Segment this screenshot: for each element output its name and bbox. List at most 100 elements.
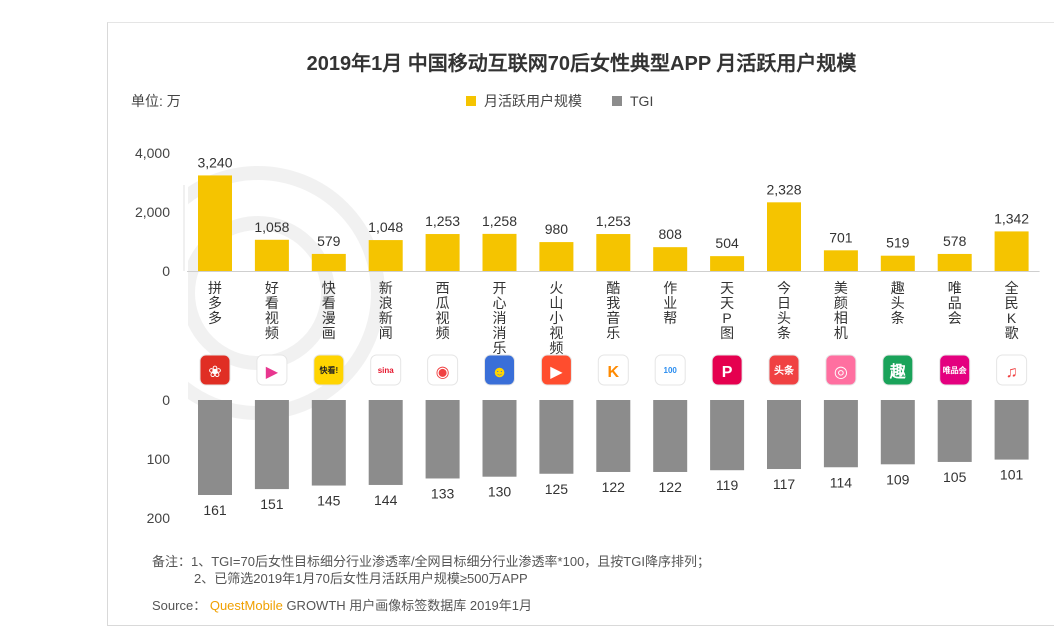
mau-value-label: 578 bbox=[943, 233, 967, 249]
tgi-bar bbox=[823, 400, 858, 468]
tgi-value-label: 119 bbox=[716, 477, 739, 493]
ptu-icon bbox=[711, 354, 743, 386]
tgi-bar bbox=[254, 400, 289, 490]
legend-label-tgi: TGI bbox=[630, 93, 654, 109]
tgi-value-label: 133 bbox=[431, 485, 455, 501]
mau-value-label: 1,258 bbox=[482, 213, 517, 229]
ptu-icon-glyph: P bbox=[722, 364, 733, 381]
tgi-value-label: 105 bbox=[943, 469, 967, 485]
sina-icon-glyph: sina bbox=[378, 366, 395, 375]
source-line: Source： QuestMobile GROWTH 用户画像标签数据库 201… bbox=[152, 595, 532, 614]
category-label: 美颜相机 bbox=[834, 280, 848, 341]
mau-bar bbox=[880, 255, 915, 271]
source-suffix: GROWTH 用户画像标签数据库 2019年1月 bbox=[286, 598, 533, 613]
note-line-1: 备注：1、TGI=70后女性目标细分行业渗透率/全网目标细分行业渗透率*100，… bbox=[152, 554, 710, 569]
mau-value-label: 579 bbox=[317, 233, 341, 249]
mau-value-label: 504 bbox=[715, 235, 739, 251]
xiaoxiaole-icon bbox=[484, 354, 515, 386]
category-label: 西瓜视频 bbox=[436, 280, 450, 341]
kuaikan-icon bbox=[313, 354, 345, 386]
note-line-2: 2、已筛选2019年1月70后女性月活跃用户规模≥500万APP bbox=[194, 571, 528, 586]
mau-value-label: 1,342 bbox=[994, 210, 1029, 226]
kge-icon bbox=[996, 354, 1028, 386]
tgi-bar bbox=[539, 400, 574, 474]
tgi-bar bbox=[653, 400, 688, 472]
category-label: 全民 K 歌 bbox=[1005, 280, 1019, 341]
mau-bar bbox=[368, 240, 403, 271]
category-label: 拼多多 bbox=[208, 280, 222, 326]
mau-value-label: 1,253 bbox=[596, 213, 631, 229]
meiyan-icon bbox=[825, 354, 857, 386]
mau-value-label: 701 bbox=[829, 229, 853, 245]
legend-label-mau: 月活跃用户规模 bbox=[484, 93, 582, 109]
tgi-value-label: 144 bbox=[374, 492, 398, 508]
category-label: 快看漫画 bbox=[322, 280, 336, 341]
tgi-bar bbox=[425, 400, 460, 479]
haokan-icon-glyph: ▶ bbox=[266, 364, 279, 381]
mau-value-label: 808 bbox=[659, 226, 683, 242]
legend-item-tgi: TGI bbox=[612, 93, 653, 109]
chart-card: 2019年1月 中国移动互联网70后女性典型APP 月活跃用户规模 单位: 万 … bbox=[107, 22, 1054, 626]
mau-value-label: 2,328 bbox=[766, 181, 801, 197]
category-label: 新浪新闻 bbox=[379, 280, 393, 341]
notes: 备注：1、TGI=70后女性目标细分行业渗透率/全网目标细分行业渗透率*100，… bbox=[152, 553, 710, 587]
xigua-icon-glyph: ◉ bbox=[436, 364, 450, 381]
legend: 月活跃用户规模 TGI bbox=[466, 91, 683, 111]
xiaoxiaole-icon-glyph: ☻ bbox=[491, 364, 508, 381]
category-label: 酷我音乐 bbox=[606, 280, 620, 341]
tgi-value-label: 122 bbox=[602, 479, 626, 495]
qutoutiao-icon bbox=[882, 354, 914, 386]
category-label: 趣头条 bbox=[891, 280, 905, 326]
tgi-bar bbox=[368, 400, 403, 485]
toutiao-icon-glyph: 头条 bbox=[774, 364, 795, 377]
haokan-icon bbox=[256, 354, 288, 386]
tgi-value-label: 130 bbox=[488, 484, 512, 500]
sina-icon bbox=[370, 354, 402, 386]
category-label: 火山小视频 bbox=[549, 280, 563, 356]
tgi-value-label: 161 bbox=[203, 502, 227, 518]
tgi-bar bbox=[311, 400, 346, 486]
tgi-bar bbox=[994, 400, 1029, 460]
mau-bar bbox=[994, 231, 1029, 271]
mau-value-label: 3,240 bbox=[197, 154, 232, 170]
vipshop-icon-glyph: 唯品会 bbox=[943, 365, 967, 375]
mau-bar bbox=[710, 256, 745, 271]
legend-swatch-tgi bbox=[612, 96, 622, 106]
mau-value-label: 1,048 bbox=[368, 219, 403, 235]
mau-bar bbox=[596, 234, 631, 271]
tgi-value-label: 145 bbox=[317, 493, 341, 509]
mau-bar bbox=[653, 247, 688, 271]
chart-svg: 4,000 2,000 0 0 100 200 3,240 拼多多 ❀ 161 1,058 好看视频 ▶… bbox=[135, 145, 1040, 526]
tgi-value-label: 125 bbox=[545, 481, 569, 497]
tgi-bar bbox=[710, 400, 745, 471]
category-label: 今日头条 bbox=[777, 280, 791, 341]
mau-bar bbox=[425, 234, 460, 271]
kuwo-icon bbox=[597, 354, 629, 386]
tgi-value-label: 109 bbox=[886, 471, 910, 487]
kuwo-icon-glyph: K bbox=[608, 364, 620, 381]
top-axis-tick-label: 0 bbox=[162, 263, 170, 279]
tgi-value-label: 151 bbox=[260, 496, 284, 512]
mau-value-label: 519 bbox=[886, 235, 910, 251]
kge-icon-glyph: ♫ bbox=[1006, 364, 1018, 381]
xigua-icon bbox=[427, 354, 459, 386]
unit-label: 单位: 万 bbox=[131, 93, 181, 109]
tgi-value-label: 117 bbox=[773, 476, 796, 492]
legend-swatch-mau bbox=[466, 96, 476, 106]
qutoutiao-icon-glyph: 趣 bbox=[889, 362, 907, 381]
bottom-axis-tick-label: 200 bbox=[147, 510, 171, 526]
meiyan-icon-glyph: ◎ bbox=[834, 364, 848, 381]
tgi-value-label: 122 bbox=[659, 479, 683, 495]
mau-bar bbox=[311, 253, 346, 271]
tgi-bar bbox=[198, 400, 232, 495]
mau-bar bbox=[767, 202, 801, 271]
top-axis-tick-label: 4,000 bbox=[135, 145, 170, 161]
zuoyebang-icon-glyph: 100 bbox=[664, 366, 678, 375]
tgi-bar bbox=[767, 400, 801, 470]
huoshan-icon-glyph: ▶ bbox=[550, 364, 563, 381]
pinduoduo-icon bbox=[199, 354, 231, 386]
top-axis-tick-label: 2,000 bbox=[135, 204, 170, 220]
chart-title: 2019年1月 中国移动互联网70后女性典型APP 月活跃用户规模 bbox=[306, 53, 857, 75]
tgi-value-label: 114 bbox=[830, 474, 853, 490]
category-label: 唯品会 bbox=[948, 280, 962, 326]
